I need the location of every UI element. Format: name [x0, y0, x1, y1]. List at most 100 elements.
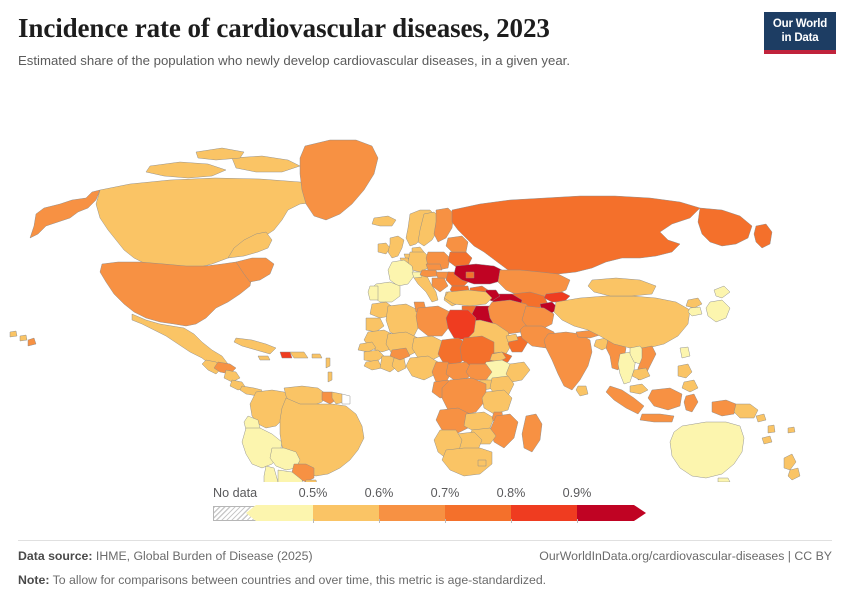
country-fiji[interactable] — [787, 426, 796, 434]
country-indonesia-sumatra[interactable] — [605, 385, 645, 415]
country-new-zealand[interactable] — [783, 453, 801, 481]
country-brazil[interactable] — [279, 397, 365, 477]
country-lesser-antilles[interactable] — [325, 357, 333, 383]
country-india[interactable] — [543, 331, 593, 391]
world-choropleth-map[interactable] — [0, 86, 850, 482]
country-kamchatka[interactable] — [753, 223, 773, 249]
country-jamaica[interactable] — [257, 355, 271, 361]
country-indonesia-papua[interactable] — [711, 399, 737, 417]
country-vanuatu[interactable] — [767, 424, 776, 434]
legend-band-4[interactable] — [511, 505, 577, 521]
legend-color-bar-wrap[interactable] — [246, 505, 646, 523]
country-portugal[interactable] — [367, 285, 379, 301]
country-new-caledonia[interactable] — [761, 435, 773, 445]
country-indonesia-borneo[interactable] — [647, 387, 683, 411]
country-pacific-small-1[interactable] — [9, 330, 18, 338]
owid-logo[interactable]: Our World in Data — [764, 12, 836, 55]
country-australia[interactable] — [669, 421, 745, 479]
country-malaysia[interactable] — [629, 383, 649, 395]
legend-tick-0: 0.5% — [298, 486, 328, 500]
legend-band-0[interactable] — [246, 505, 313, 521]
country-hawaii[interactable] — [27, 337, 37, 347]
country-chad[interactable] — [437, 337, 469, 367]
country-nicaragua[interactable] — [223, 369, 241, 383]
country-moldova[interactable] — [465, 271, 475, 279]
country-switzerland[interactable] — [411, 271, 423, 279]
country-pacific-small-2[interactable] — [19, 334, 28, 342]
country-taiwan[interactable] — [679, 346, 691, 359]
country-solomon-islands[interactable] — [755, 413, 767, 423]
country-ireland[interactable] — [377, 242, 391, 255]
country-cambodia[interactable] — [631, 367, 651, 381]
country-south-korea[interactable] — [687, 306, 703, 317]
country-greenland[interactable] — [299, 139, 379, 221]
country-afghanistan[interactable] — [521, 305, 555, 331]
world-map-container[interactable] — [0, 86, 850, 482]
country-finland[interactable] — [433, 207, 455, 243]
country-uae[interactable] — [505, 333, 519, 343]
country-sierra-liberia[interactable] — [363, 359, 383, 371]
country-philippines[interactable] — [677, 363, 699, 393]
country-arctic-islands-2[interactable] — [231, 155, 301, 173]
country-usa-east-coast[interactable] — [235, 257, 275, 283]
legend-band-1[interactable] — [313, 505, 379, 521]
country-mongolia[interactable] — [587, 277, 657, 297]
country-baltics[interactable] — [445, 235, 469, 253]
country-chile[interactable] — [263, 465, 282, 482]
country-austria[interactable] — [419, 269, 439, 278]
country-western-sahara[interactable] — [365, 317, 385, 333]
country-france[interactable] — [387, 259, 415, 287]
country-turkey[interactable] — [443, 289, 493, 307]
country-united-kingdom[interactable] — [387, 235, 405, 259]
country-french-guiana[interactable] — [341, 393, 351, 405]
country-north-korea[interactable] — [685, 297, 703, 309]
country-argentina[interactable] — [276, 469, 306, 482]
footer-note-value: To allow for comparisons between countri… — [49, 573, 547, 588]
country-niger[interactable] — [411, 335, 445, 361]
country-burkina-faso[interactable] — [389, 347, 411, 361]
country-ukraine[interactable] — [453, 263, 507, 285]
country-uruguay[interactable] — [304, 479, 318, 482]
country-czechia[interactable] — [425, 263, 443, 271]
country-indonesia-java[interactable] — [639, 413, 675, 423]
country-iceland[interactable] — [371, 215, 397, 227]
country-arctic-islands-3[interactable] — [195, 147, 245, 161]
country-arctic-islands-1[interactable] — [145, 161, 227, 179]
country-ghana[interactable] — [391, 357, 407, 373]
country-canada-east[interactable] — [227, 231, 273, 259]
country-tanzania[interactable] — [481, 389, 513, 415]
legend-band-2[interactable] — [379, 505, 445, 521]
country-russia[interactable] — [451, 195, 701, 275]
country-madagascar[interactable] — [521, 413, 543, 453]
country-suriname[interactable] — [331, 391, 345, 405]
country-united-states[interactable] — [99, 261, 253, 327]
country-japan[interactable] — [705, 285, 731, 323]
country-lesotho[interactable] — [477, 459, 487, 467]
country-libya[interactable] — [415, 305, 451, 337]
country-papua-new-guinea[interactable] — [733, 403, 759, 419]
country-dominican-republic[interactable] — [289, 351, 309, 359]
country-central-african-rep[interactable] — [445, 361, 475, 381]
country-indonesia-sulawesi[interactable] — [683, 393, 699, 413]
country-senegal[interactable] — [357, 341, 377, 353]
country-alaska[interactable] — [29, 189, 101, 239]
footer-data-source: Data source: IHME, Global Burden of Dise… — [18, 547, 313, 566]
legend-band-5[interactable] — [577, 505, 646, 521]
country-haiti[interactable] — [279, 351, 293, 359]
country-italy[interactable] — [413, 273, 439, 303]
country-tasmania[interactable] — [717, 477, 731, 482]
country-somalia[interactable] — [505, 361, 531, 383]
country-sri-lanka[interactable] — [575, 385, 589, 397]
footer-attribution-link[interactable]: OurWorldInData.org/cardiovascular-diseas… — [539, 549, 832, 563]
country-guinea[interactable] — [363, 349, 385, 363]
country-puerto-rico[interactable] — [311, 353, 323, 359]
country-angola[interactable] — [435, 407, 471, 435]
legend-tick-labels: 0.5% 0.6% 0.7% 0.8% 0.9% — [0, 486, 850, 504]
legend-color-bar[interactable] — [246, 505, 646, 521]
country-balkans-1[interactable] — [431, 277, 449, 293]
country-russia-east[interactable] — [697, 207, 753, 247]
legend-band-3[interactable] — [445, 505, 511, 521]
country-cuba[interactable] — [233, 337, 277, 355]
country-nigeria[interactable] — [405, 355, 439, 381]
country-south-africa[interactable] — [441, 447, 493, 477]
